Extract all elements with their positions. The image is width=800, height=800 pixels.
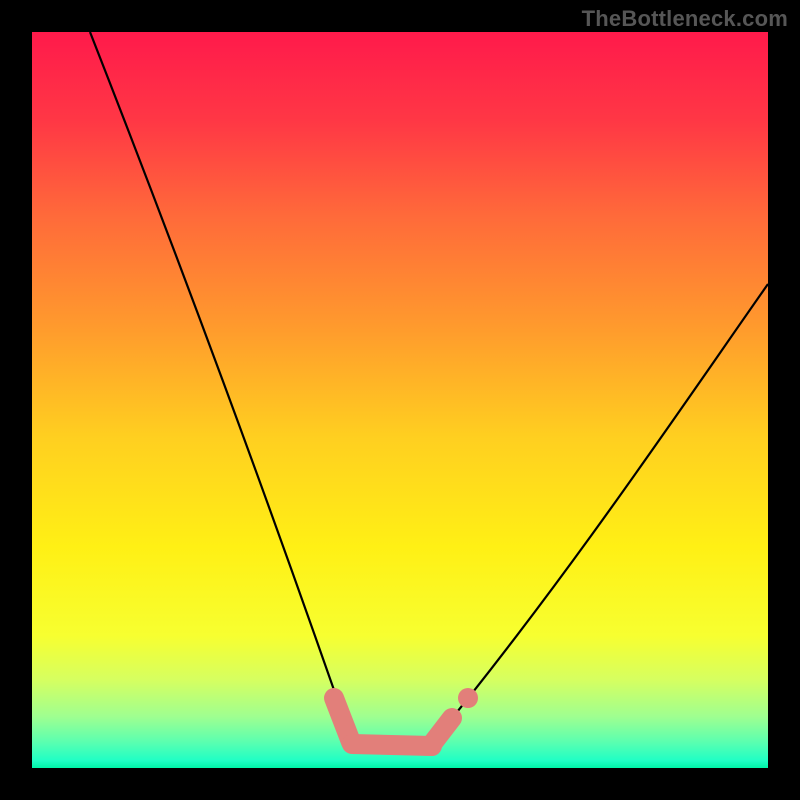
watermark-text: TheBottleneck.com <box>582 6 788 32</box>
bottom-markers <box>334 688 478 746</box>
marker-pill <box>352 744 432 746</box>
marker-dot <box>458 688 478 708</box>
marker-pill <box>432 718 452 744</box>
chart-frame: TheBottleneck.com <box>0 0 800 800</box>
curve-right-branch <box>436 284 768 738</box>
plot-area <box>32 32 768 768</box>
bottleneck-curve <box>32 32 768 768</box>
curve-left-branch <box>90 32 350 736</box>
